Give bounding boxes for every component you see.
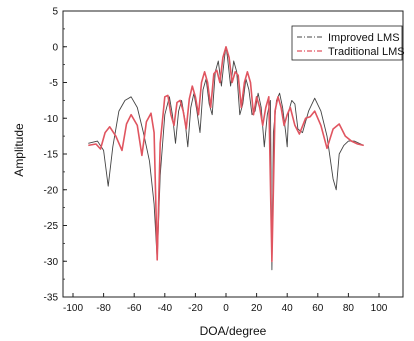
series-line-improved-lms — [88, 47, 363, 270]
y-tick-label: -5 — [49, 78, 58, 89]
series-line-traditional-lms — [88, 47, 363, 261]
x-tick-label: -100 — [63, 303, 83, 314]
x-tick-label: 40 — [282, 303, 294, 314]
x-tick-label: -60 — [127, 303, 142, 314]
x-tick-label: 20 — [251, 303, 263, 314]
y-tick-label: 0 — [52, 42, 58, 53]
legend-label-traditional: Traditional LMS — [328, 46, 405, 58]
y-axis-label: Amplitude — [12, 123, 26, 177]
x-tick-label: 0 — [223, 303, 229, 314]
legend: Improved LMS Traditional LMS — [292, 26, 405, 60]
x-axis-label: DOA/degree — [200, 324, 267, 338]
y-tick-label: 5 — [52, 7, 58, 18]
x-tick-label: 100 — [371, 303, 388, 314]
x-tick-label: -80 — [96, 303, 111, 314]
y-tick-label: -15 — [44, 150, 59, 161]
legend-label-improved: Improved LMS — [328, 32, 400, 44]
x-tick-label: 60 — [312, 303, 324, 314]
y-tick-label: -10 — [44, 114, 59, 125]
x-tick-label: 80 — [343, 303, 355, 314]
x-tick-label: -40 — [158, 303, 173, 314]
y-tick-label: -35 — [44, 293, 59, 304]
x-tick-label: -20 — [188, 303, 203, 314]
y-tick-label: -25 — [44, 221, 59, 232]
series-layer — [88, 47, 363, 270]
y-tick-label: -30 — [44, 257, 59, 268]
y-tick-label: -20 — [44, 185, 59, 196]
